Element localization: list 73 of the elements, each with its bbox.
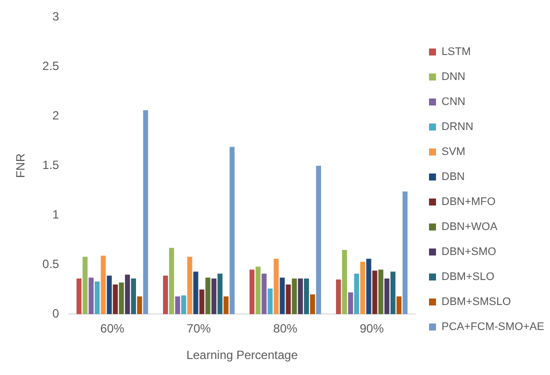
x-tick-label: 70% — [186, 322, 212, 336]
legend-label: LSTM — [442, 46, 471, 58]
x-tick-label: 80% — [273, 322, 298, 336]
bar — [137, 296, 142, 314]
legend-label: CNN — [442, 96, 466, 108]
legend-label: DBN — [442, 171, 465, 184]
bar — [384, 278, 390, 314]
y-tick-label: 2.5 — [42, 59, 60, 74]
bar — [169, 248, 174, 314]
bar — [342, 250, 347, 314]
bar — [250, 270, 254, 314]
bar — [205, 278, 210, 314]
bar — [256, 266, 261, 314]
x-tick-label: 90% — [360, 322, 384, 336]
bar — [218, 274, 222, 314]
bar — [124, 274, 130, 314]
legend-label: DRNN — [442, 121, 474, 134]
bar — [163, 276, 168, 314]
bar — [230, 146, 235, 314]
legend-label: DBN+WOA — [442, 221, 498, 234]
bar — [316, 166, 322, 314]
y-tick-label: 2 — [52, 108, 60, 123]
legend-label: DBM+SMSLO — [442, 296, 512, 308]
bar — [187, 256, 192, 314]
legend-label: PCA+FCM-SMO+AE — [442, 321, 544, 334]
x-axis-title: Learning Percentage — [186, 348, 298, 362]
bar — [175, 296, 180, 314]
bar — [211, 278, 216, 314]
bar — [396, 296, 402, 314]
bar — [106, 276, 112, 314]
legend-label: DNN — [442, 71, 466, 84]
bar — [76, 278, 82, 314]
bar — [224, 296, 229, 314]
bar — [366, 258, 372, 314]
bar — [360, 262, 366, 314]
bar — [274, 258, 279, 314]
y-tick-label: 1 — [52, 208, 60, 222]
y-tick-label: 0 — [52, 306, 60, 321]
x-tick-label: 60% — [100, 322, 125, 336]
bar — [402, 191, 408, 314]
bar — [193, 272, 198, 314]
bar — [298, 278, 303, 314]
y-tick-label: 0.5 — [42, 257, 60, 272]
bar — [372, 270, 378, 314]
legend-label: DBN+MFO — [442, 196, 496, 208]
bar — [262, 274, 267, 314]
legend-label: DBN+SMO — [442, 246, 497, 258]
bar — [181, 295, 186, 314]
bar — [100, 256, 106, 314]
bar — [131, 278, 136, 314]
bar — [280, 278, 285, 314]
bar — [310, 294, 316, 314]
bar — [286, 284, 291, 314]
bar — [292, 278, 297, 314]
legend-label: SVM — [442, 146, 466, 158]
bar — [143, 110, 148, 314]
bar — [118, 282, 124, 314]
bar — [82, 256, 88, 314]
bar — [378, 270, 384, 314]
bar — [88, 278, 94, 314]
bar — [336, 280, 341, 314]
bar — [348, 292, 354, 314]
bar — [390, 272, 396, 314]
y-axis-title: FNR — [14, 153, 28, 178]
y-tick-label: 1.5 — [42, 158, 60, 172]
legend-label: DBM+SLO — [442, 271, 495, 284]
bar — [268, 288, 273, 314]
bar — [112, 284, 118, 314]
bar — [94, 282, 100, 314]
y-tick-label: 3 — [52, 10, 60, 24]
bar — [199, 289, 204, 314]
bar — [304, 278, 309, 314]
bar — [354, 274, 360, 314]
